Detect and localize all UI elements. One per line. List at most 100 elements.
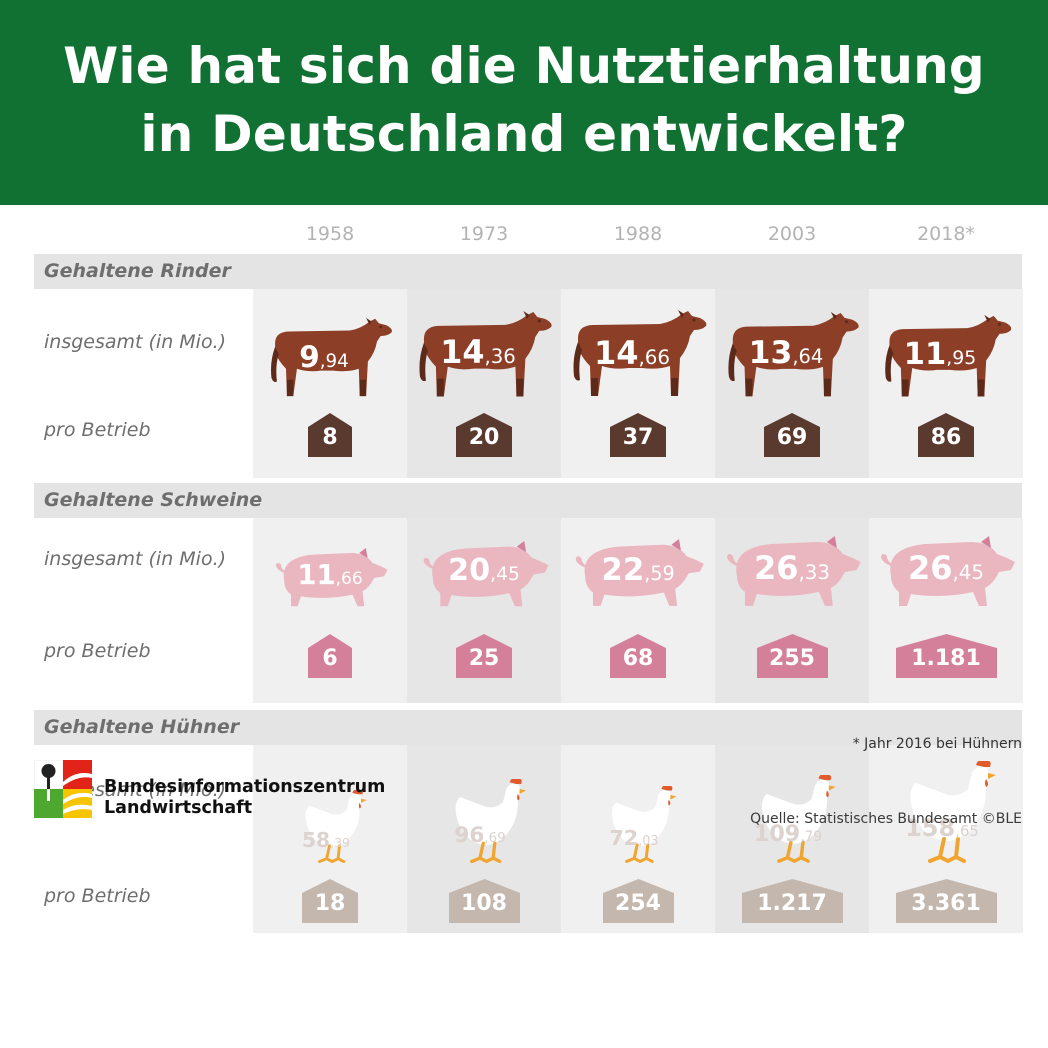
cow-barn-badge bbox=[308, 413, 352, 457]
section-cow-total-value: 14,36 bbox=[408, 334, 548, 371]
total-integer: 14 bbox=[593, 333, 639, 372]
total-decimals: 64 bbox=[798, 345, 824, 369]
decimal-separator: , bbox=[638, 834, 643, 850]
total-decimals: 45 bbox=[496, 563, 520, 585]
source-note: Quelle: Statistisches Bundesamt ©BLE bbox=[750, 811, 1022, 827]
section-pig-total-value: 26,45 bbox=[876, 549, 1016, 587]
section-cow-per-farm-value: 37 bbox=[622, 425, 654, 450]
pig-icon bbox=[275, 548, 388, 607]
chicken-barn-badge bbox=[302, 879, 358, 923]
total-decimals: 45 bbox=[958, 560, 985, 584]
footnote: * Jahr 2016 bei Hühnern bbox=[852, 736, 1022, 752]
chicken-barn-badge bbox=[448, 879, 520, 923]
total-integer: 13 bbox=[748, 335, 793, 372]
chicken-barn-badge bbox=[895, 879, 997, 923]
section-cow-per-farm-value: 86 bbox=[930, 425, 962, 450]
section-pig-per-farm-value: 1.181 bbox=[911, 646, 981, 671]
total-integer: 26 bbox=[753, 549, 799, 588]
section-pig-total-value: 20,45 bbox=[414, 553, 554, 588]
total-integer: 9 bbox=[299, 339, 320, 374]
section-chicken-title: Gehaltene Hühner bbox=[44, 716, 240, 738]
section-pig-title: Gehaltene Schweine bbox=[44, 489, 263, 511]
decimal-separator: , bbox=[484, 830, 489, 846]
section-cow-total-value: 14,66 bbox=[562, 334, 702, 372]
section-chicken-per-farm-value: 18 bbox=[314, 891, 346, 916]
total-integer: 11 bbox=[903, 337, 947, 373]
total-integer: 109 bbox=[753, 820, 801, 847]
section-pig-total-value: 11,66 bbox=[260, 559, 400, 591]
chicken-barn-badge bbox=[602, 879, 674, 923]
chicken-icon bbox=[455, 778, 526, 863]
section-pig-per-farm-value: 6 bbox=[322, 646, 338, 671]
total-integer: 158 bbox=[905, 814, 956, 843]
total-integer: 58 bbox=[301, 827, 331, 852]
pig-barn-badge bbox=[610, 634, 666, 678]
section-chicken-total-value: 72,03 bbox=[564, 826, 704, 850]
decimal-separator: , bbox=[335, 568, 342, 589]
ble-logo-icon bbox=[34, 760, 92, 818]
cow-icon bbox=[884, 314, 1011, 397]
total-integer: 96 bbox=[454, 822, 485, 848]
pig-barn-badge bbox=[756, 634, 828, 678]
section-cow-total-value: 9,94 bbox=[254, 340, 394, 374]
header-banner: Wie hat sich die Nutztierhaltung in Deut… bbox=[0, 0, 1048, 205]
section-pig-per-farm-value: 68 bbox=[622, 646, 654, 671]
total-decimals: 95 bbox=[952, 347, 977, 370]
section-pig-total-value: 26,33 bbox=[722, 549, 862, 587]
total-decimals: 36 bbox=[490, 345, 516, 369]
section-cow-per-farm-value: 20 bbox=[468, 425, 500, 450]
pig-barn-badge bbox=[456, 634, 512, 678]
total-decimals: 66 bbox=[341, 568, 363, 589]
section-chicken-total-value: 109,79 bbox=[718, 821, 858, 847]
organization-name: Bundesinformationszentrum Landwirtschaft bbox=[104, 777, 385, 819]
section-chicken-per-farm-value: 1.217 bbox=[757, 891, 827, 916]
total-decimals: 69 bbox=[488, 830, 506, 846]
section-cow-per-farm-value: 69 bbox=[776, 425, 808, 450]
column-header-2018: 2018* bbox=[917, 223, 975, 245]
livestock-chart: 1958 1973 1988 2003 2018* Gehaltene Rinder ins… bbox=[0, 205, 1048, 1048]
cow-barn-badge bbox=[918, 413, 974, 457]
column-header-2003: 2003 bbox=[767, 223, 817, 245]
total-decimals: 65 bbox=[959, 822, 979, 841]
section-chicken-header-bar bbox=[34, 710, 1022, 745]
org-line-1: Bundesinformationszentrum bbox=[104, 777, 386, 797]
total-integer: 22 bbox=[601, 551, 645, 588]
pig-barn-badge bbox=[895, 634, 997, 678]
page-title: Wie hat sich die Nutztierhaltung in Deut… bbox=[0, 32, 1048, 168]
section-chicken-total-value: 158,65 bbox=[872, 814, 1012, 842]
total-integer: 26 bbox=[907, 548, 953, 587]
section-chicken-per-farm-value: 3.361 bbox=[911, 891, 981, 916]
decimal-separator: , bbox=[330, 834, 335, 850]
pig-icon bbox=[423, 540, 549, 607]
decimal-separator: , bbox=[800, 828, 805, 845]
pig-icon bbox=[575, 539, 704, 607]
section-chicken-per-farm-value: 108 bbox=[461, 891, 507, 916]
section-chicken-per-farm-value: 254 bbox=[615, 891, 661, 916]
total-integer: 20 bbox=[448, 552, 491, 588]
total-decimals: 79 bbox=[804, 828, 823, 845]
section-cow-total-label: insgesamt (in Mio.) bbox=[44, 331, 227, 353]
decimal-separator: , bbox=[319, 350, 326, 372]
org-line-2: Landwirtschaft bbox=[104, 798, 253, 818]
column-header-1988: 1988 bbox=[613, 223, 663, 245]
section-chicken-total-value: 96,69 bbox=[410, 823, 550, 848]
chicken-icon bbox=[612, 786, 677, 863]
cow-icon bbox=[271, 318, 393, 397]
chicken-barn-badge bbox=[741, 879, 843, 923]
section-cow-title: Gehaltene Rinder bbox=[44, 260, 231, 282]
section-cow-total-value: 13,64 bbox=[716, 335, 856, 371]
section-pig-total-value: 22,59 bbox=[568, 552, 708, 588]
total-integer: 11 bbox=[297, 558, 336, 591]
section-pig-header-bar bbox=[34, 483, 1022, 518]
decimal-separator: , bbox=[952, 560, 959, 584]
cow-barn-badge bbox=[456, 413, 512, 457]
total-integer: 72 bbox=[609, 826, 639, 851]
total-decimals: 39 bbox=[334, 834, 350, 850]
section-chicken-per-farm-label: pro Betrieb bbox=[44, 885, 151, 907]
total-decimals: 66 bbox=[644, 345, 671, 369]
pig-barn-badge bbox=[308, 634, 352, 678]
section-pig-total-label: insgesamt (in Mio.) bbox=[44, 548, 227, 570]
pig-icon bbox=[881, 536, 1015, 606]
decimal-separator: , bbox=[638, 345, 645, 369]
chicken-icon bbox=[761, 775, 836, 863]
